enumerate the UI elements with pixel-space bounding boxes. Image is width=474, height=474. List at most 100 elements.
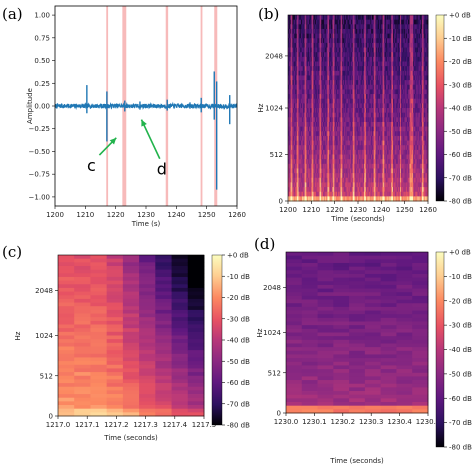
spectrogram-cell: [339, 56, 341, 62]
spectrogram-cell: [361, 117, 363, 123]
spectrogram-cell: [336, 84, 338, 90]
spectrogram-cell: [291, 173, 293, 179]
spectrogram-cell: [365, 140, 368, 146]
spectrogram-cell: [370, 80, 372, 86]
spectrogram-cell: [294, 61, 296, 67]
spectrogram-cell: [369, 145, 371, 151]
spectrogram-cell: [358, 112, 361, 118]
spectrogram-cell: [313, 163, 315, 169]
spectrogram-cell: [369, 61, 371, 67]
spectrogram-cell: [352, 131, 355, 137]
spectrogram-cell: [307, 131, 309, 137]
spectrogram-cell: [313, 135, 315, 141]
spectrogram-cell: [358, 191, 361, 197]
spectrogram-cell: [300, 154, 302, 160]
spectrogram-cell: [306, 52, 308, 58]
spectrogram-cell: [322, 42, 324, 48]
spectrogram-cell: [372, 52, 375, 58]
spectrogram-cell: [305, 52, 307, 58]
spectrogram-cell: [365, 38, 367, 44]
spectrogram-cell: [332, 187, 334, 193]
spectrogram-cell: [391, 112, 393, 118]
spectrogram-cell: [366, 140, 369, 146]
spectrogram-cell: [313, 33, 315, 39]
spectrogram-cell: [331, 182, 334, 188]
spectrogram-cell: [348, 24, 350, 30]
spectrogram-cell: [304, 131, 306, 137]
spectrogram-cell: [303, 154, 306, 160]
spectrogram-cell: [313, 56, 315, 62]
spectrogram-cell: [304, 42, 306, 48]
spectrogram-cell: [291, 131, 293, 137]
spectrogram-cell: [337, 89, 340, 95]
spectrogram-cell: [390, 154, 392, 160]
spectrogram-cell: [351, 38, 354, 44]
spectrogram-cell: [346, 56, 348, 62]
spectrogram-cell: [384, 19, 386, 25]
spectrogram-cell: [362, 52, 364, 58]
spectrogram-cell: [337, 70, 340, 76]
spectrogram-cell: [359, 126, 362, 132]
x-tick-label: 1260: [228, 211, 246, 219]
spectrogram-cell: [309, 61, 312, 67]
spectrogram-cell: [370, 117, 372, 123]
spectrogram-cell: [357, 15, 359, 21]
spectrogram-cell: [342, 42, 344, 48]
spectrogram-cell: [303, 177, 306, 183]
spectrogram-cell: [393, 24, 395, 30]
spectrogram-cell: [329, 187, 331, 193]
spectrogram-cell: [329, 61, 331, 67]
spectrogram-cell: [340, 56, 342, 62]
spectrogram-cell: [362, 33, 364, 39]
spectrogram-cell: [323, 61, 325, 67]
spectrogram-cell: [288, 187, 290, 193]
spectrogram-cell: [330, 75, 332, 81]
spectrogram-cell: [385, 15, 387, 21]
spectrogram-cell: [368, 15, 370, 21]
spectrogram-cell: [308, 173, 310, 179]
spectrogram-cell: [334, 191, 336, 197]
spectrogram-cell: [293, 56, 295, 62]
spectrogram-cell: [325, 61, 327, 67]
spectrogram-cell: [336, 149, 338, 155]
spectrogram-cell: [376, 75, 378, 81]
spectrogram-cell: [295, 112, 297, 118]
spectrogram-cell: [375, 140, 377, 146]
spectrogram-cell: [344, 70, 346, 76]
spectrogram-cell: [319, 15, 321, 21]
spectrogram-cell: [328, 19, 330, 25]
spectrogram-cell: [337, 24, 339, 30]
spectrogram-cell: [340, 28, 342, 34]
spectrogram-cell: [309, 42, 312, 48]
spectrogram-cell: [338, 121, 341, 127]
spectrogram-cell: [386, 33, 389, 39]
spectrogram-cell: [355, 182, 357, 188]
spectrogram-cell: [353, 154, 355, 160]
spectrogram-cell: [364, 98, 366, 104]
spectrogram-cell: [379, 131, 382, 137]
spectrogram-cell: [336, 196, 338, 202]
spectrogram-cell: [319, 140, 321, 146]
spectrogram-cell: [292, 94, 294, 100]
spectrogram-cell: [293, 24, 295, 30]
spectrogram-cell: [365, 173, 368, 179]
spectrogram-cell: [386, 121, 389, 127]
spectrogram-cell: [349, 19, 351, 25]
spectrogram-cell: [314, 191, 316, 197]
spectrogram-cell: [293, 159, 295, 165]
spectrogram-cell: [365, 140, 367, 146]
spectrogram-cell: [333, 163, 335, 169]
spectrogram-cell: [364, 145, 366, 151]
spectrogram-cell: [288, 117, 290, 123]
spectrogram-cell: [371, 15, 373, 21]
spectrogram-cell: [316, 70, 319, 76]
spectrogram-cell: [299, 177, 301, 183]
spectrogram-cell: [377, 28, 379, 34]
spectrogram-cell: [380, 117, 383, 123]
spectrogram-cell: [344, 126, 347, 132]
spectrogram-cell: [309, 103, 311, 109]
spectrogram-cell: [344, 135, 346, 141]
spectrogram-cell: [299, 80, 301, 86]
spectrogram-cell: [288, 191, 290, 197]
spectrogram-cell: [304, 33, 306, 39]
